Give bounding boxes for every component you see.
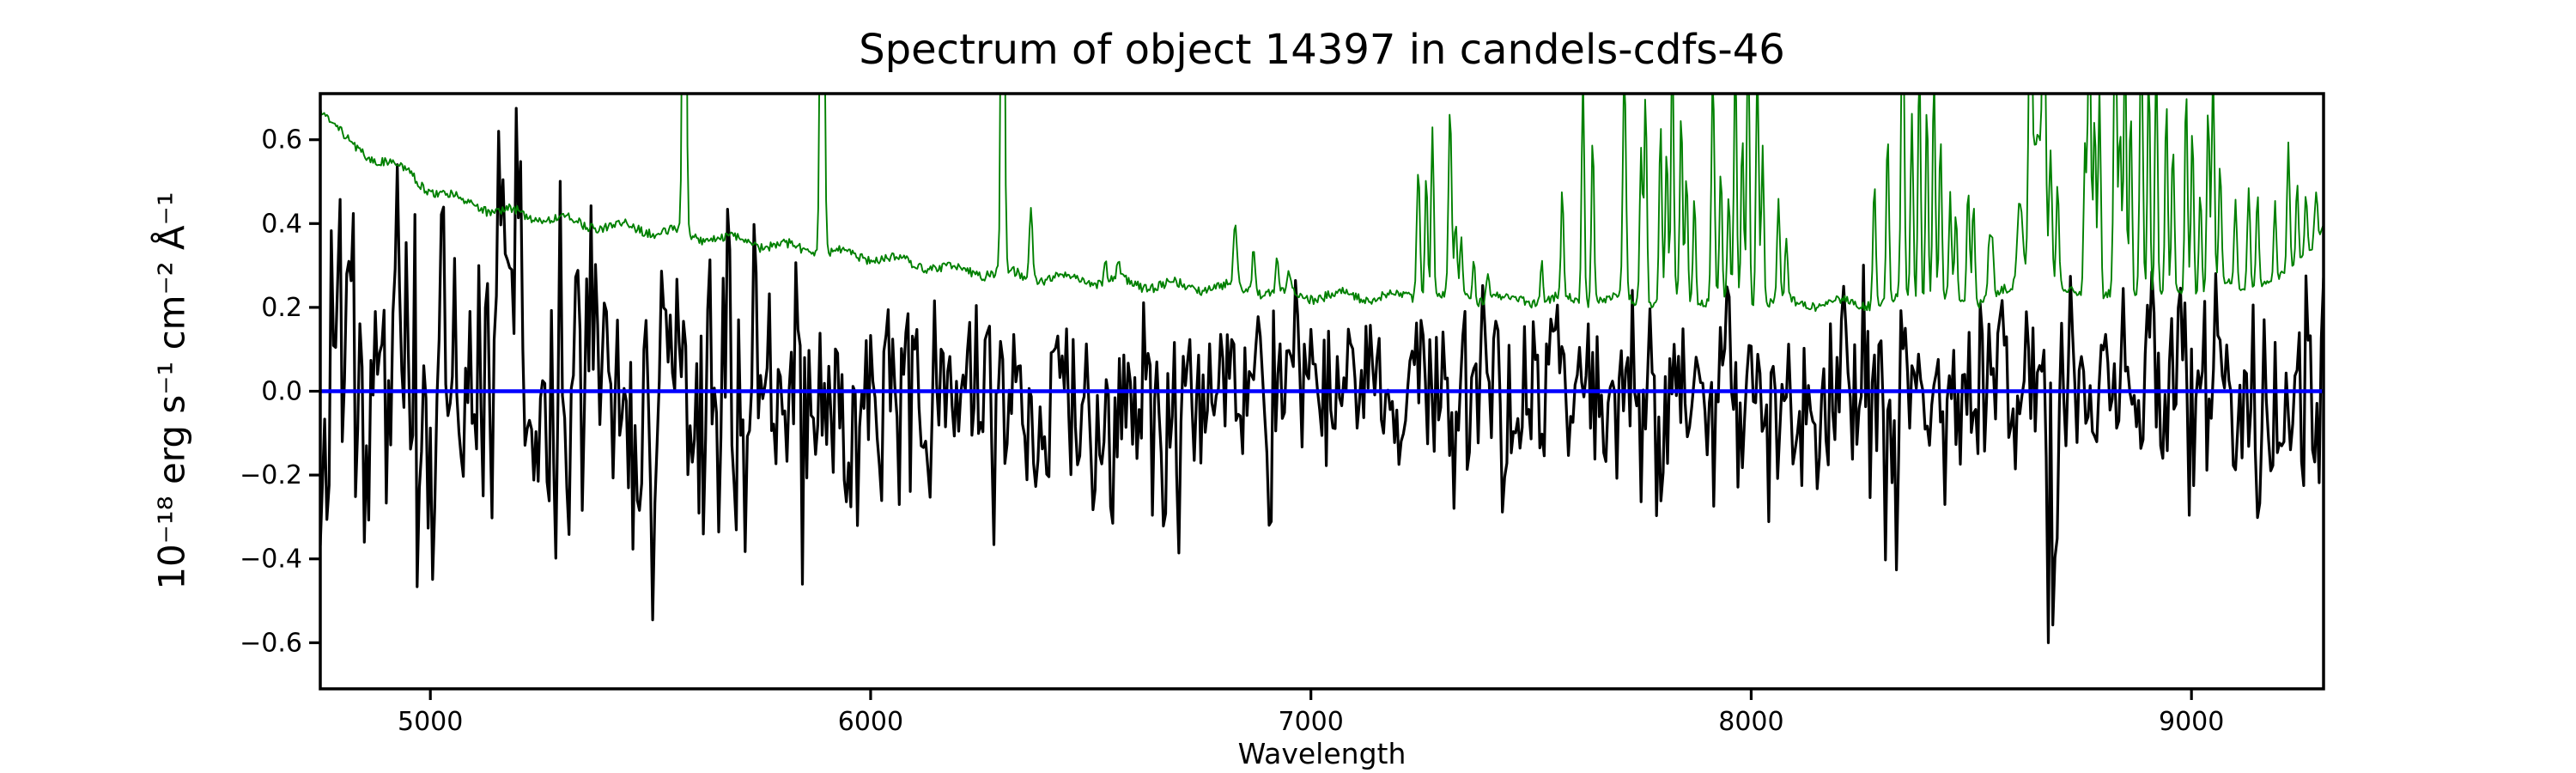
x-tick-label: 6000 (838, 707, 903, 737)
y-tick-label: 0.0 (261, 377, 302, 407)
y-tick-label: 0.2 (261, 293, 302, 323)
y-tick-label: 0.6 (261, 125, 302, 155)
x-tick-label: 8000 (1718, 707, 1783, 737)
x-tick-label: 9000 (2159, 707, 2224, 737)
flux-spectrum-line (320, 107, 2324, 644)
y-tick-label: 0.4 (261, 209, 302, 239)
chart-title: Spectrum of object 14397 in candels-cdfs… (859, 26, 1785, 74)
x-tick-label: 7000 (1279, 707, 1344, 737)
y-tick-label: −0.6 (240, 628, 302, 658)
y-tick-label: −0.2 (240, 460, 302, 490)
axis-ticks-group: 5000 6000 7000 8000 9000 0.6 0.4 0.2 0.0 −0.2 −0.4… (240, 125, 2224, 737)
data-series-group (320, 94, 2324, 644)
y-tick-label: −0.4 (240, 545, 302, 575)
x-tick-label: 5000 (398, 707, 463, 737)
plot-frame (319, 92, 2325, 691)
y-axis-label: 10⁻¹⁸ erg s⁻¹ cm⁻² Å⁻¹ (150, 192, 193, 590)
x-axis-label: Wavelength (1237, 737, 1406, 770)
sky-noise-line (320, 94, 2324, 313)
